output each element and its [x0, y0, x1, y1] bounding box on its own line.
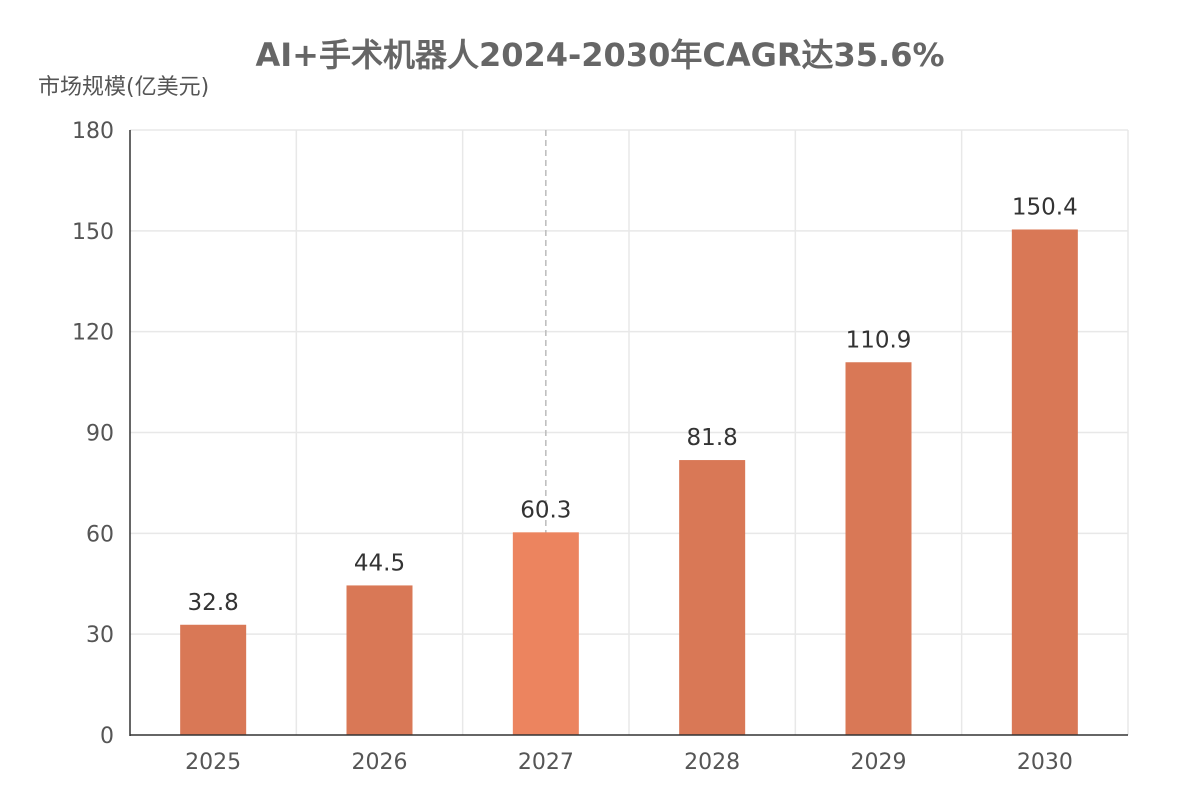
bar-2026[interactable]: [346, 585, 413, 735]
x-tick-label: 2027: [518, 750, 574, 775]
y-axis-label: 市场规模(亿美元): [38, 75, 209, 100]
data-label-2028: 81.8: [687, 425, 738, 451]
y-tick-label: 150: [72, 220, 114, 245]
y-tick-label: 90: [86, 422, 114, 447]
y-tick-label: 60: [86, 522, 114, 547]
data-label-2025: 32.8: [188, 590, 239, 616]
data-label-2029: 110.9: [846, 327, 912, 353]
data-label-2030: 150.4: [1012, 194, 1078, 220]
y-tick-label: 120: [72, 321, 114, 346]
axes: [129, 130, 1128, 736]
bar-2030[interactable]: [1011, 229, 1078, 735]
y-tick-label: 30: [86, 623, 114, 648]
chart-title: AI+手术机器人2024-2030年CAGR达35.6%: [255, 36, 944, 74]
y-tick-label: 180: [72, 119, 114, 144]
tick-labels: 0 30 60 90 120 150 180 2025 2026 2027 2028 2029 2030: [72, 119, 1073, 775]
bars: [180, 229, 1078, 735]
x-tick-label: 2028: [684, 750, 740, 775]
data-label-2027: 60.3: [520, 497, 571, 523]
x-tick-label: 2025: [185, 750, 241, 775]
bar-2028[interactable]: [679, 460, 746, 735]
bar-2029[interactable]: [845, 362, 912, 735]
bar-2027[interactable]: [512, 532, 579, 735]
data-label-2026: 44.5: [354, 550, 405, 576]
x-tick-label: 2029: [851, 750, 907, 775]
bar-2025[interactable]: [180, 624, 247, 735]
grid-lines: [130, 129, 1129, 735]
x-tick-label: 2030: [1017, 750, 1073, 775]
y-tick-label: 0: [100, 724, 114, 749]
x-tick-label: 2026: [352, 750, 408, 775]
data-labels: 32.8 44.5 60.3 81.8 110.9 150.4: [188, 194, 1078, 615]
